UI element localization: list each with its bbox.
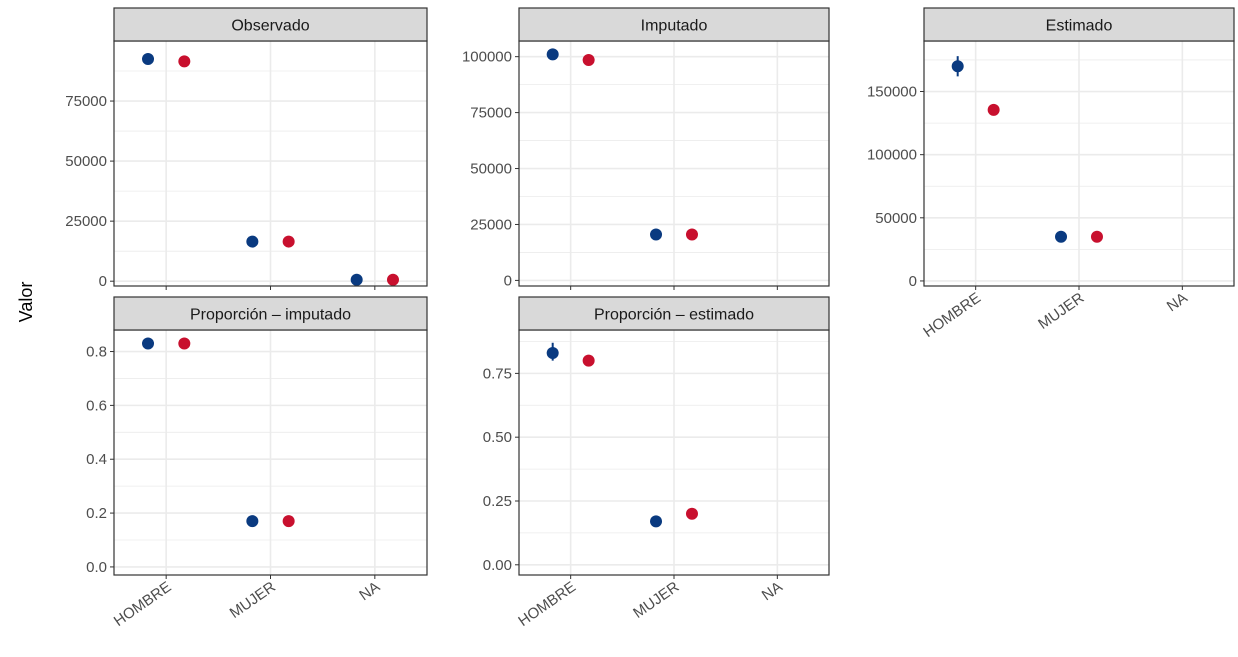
x-tick-label: MUJER — [630, 578, 682, 622]
data-point — [685, 228, 698, 241]
facet-title: Proporción – estimado — [594, 307, 754, 324]
facet-title: Imputado — [641, 18, 708, 35]
data-point — [546, 346, 559, 359]
y-tick-label: 0 — [504, 272, 512, 289]
y-tick-label: 50000 — [65, 153, 107, 170]
facet-panel: 0 25000 50000 75000 100000 Imputado — [462, 7, 830, 290]
facet-title: Estimado — [1046, 18, 1113, 35]
y-tick-label: 0.6 — [86, 397, 107, 414]
y-tick-label: 0.25 — [483, 493, 512, 510]
facet-strip — [113, 7, 428, 42]
y-tick-label: 50000 — [470, 161, 512, 178]
y-tick-label: 100000 — [462, 49, 512, 66]
data-point — [178, 337, 191, 350]
data-point — [1090, 230, 1103, 243]
x-tick-label: HOMBRE — [920, 289, 984, 341]
x-tick-label: MUJER — [1035, 289, 1087, 333]
y-tick-label: 25000 — [65, 213, 107, 230]
facet-title: Observado — [231, 18, 309, 35]
y-tick-label: 0 — [99, 273, 107, 290]
y-tick-label: 100000 — [867, 147, 917, 164]
data-point — [650, 228, 663, 241]
facet-panel: 0.0 0.2 0.4 0.6 0.8 HOMBRE MUJER NA Proporción –… — [86, 296, 428, 630]
facet-panel: 0.00 0.25 0.50 0.75 HOMBRE MUJER NA Proporción … — [483, 296, 830, 630]
x-tick-label: HOMBRE — [111, 578, 175, 630]
data-point — [987, 103, 1000, 116]
data-point — [178, 55, 191, 68]
x-tick-label: NA — [356, 578, 383, 604]
facet-title: Proporción – imputado — [190, 307, 351, 324]
facet-panel: 0 50000 100000 150000 HOMBRE MUJER NA Estimado — [867, 7, 1235, 341]
y-tick-label: 50000 — [875, 210, 917, 227]
y-tick-label: 0.50 — [483, 429, 512, 446]
data-point — [685, 507, 698, 520]
y-tick-label: 0.8 — [86, 344, 107, 361]
facet-strip — [113, 296, 428, 331]
data-point — [282, 515, 295, 528]
data-point — [650, 515, 663, 528]
data-point — [1055, 230, 1068, 243]
x-tick-label: NA — [759, 578, 786, 604]
y-tick-label: 0.00 — [483, 557, 512, 574]
facet-panel: 0 25000 50000 75000 Observado — [65, 7, 428, 290]
y-tick-label: 0.0 — [86, 559, 107, 576]
x-tick-label: MUJER — [227, 578, 279, 622]
y-tick-label: 75000 — [470, 105, 512, 122]
data-point — [546, 48, 559, 61]
x-tick-label: HOMBRE — [515, 578, 579, 630]
facet-strip — [518, 7, 830, 42]
data-point — [582, 54, 595, 67]
data-point — [350, 273, 363, 286]
data-point — [582, 354, 595, 367]
facet-strip — [518, 296, 830, 331]
y-axis-label: Valor — [16, 282, 36, 323]
x-tick-label: NA — [1164, 289, 1191, 315]
data-point — [386, 273, 399, 286]
y-tick-label: 0.75 — [483, 365, 512, 382]
y-tick-label: 0.4 — [86, 451, 107, 468]
y-tick-label: 150000 — [867, 84, 917, 101]
data-point — [951, 60, 964, 73]
facet-strip — [923, 7, 1235, 42]
y-tick-label: 0 — [909, 273, 917, 290]
data-point — [246, 235, 259, 248]
y-tick-label: 25000 — [470, 216, 512, 233]
data-point — [246, 515, 259, 528]
y-tick-label: 0.2 — [86, 505, 107, 522]
y-tick-label: 75000 — [65, 93, 107, 110]
data-point — [142, 53, 155, 66]
data-point — [282, 235, 295, 248]
data-point — [142, 337, 155, 350]
